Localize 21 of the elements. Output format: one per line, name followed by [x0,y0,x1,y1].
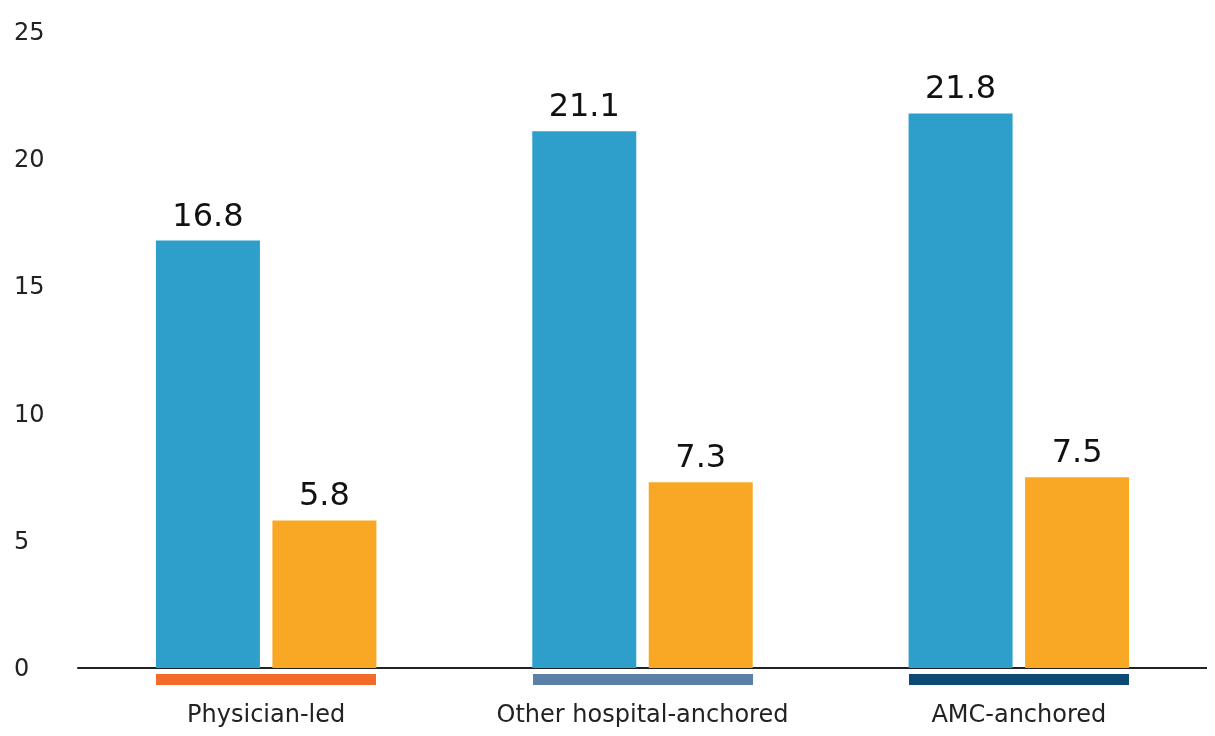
bar [532,131,637,668]
bar [908,113,1013,668]
y-tick-label: 10 [14,399,45,428]
y-tick-label: 25 [14,18,45,46]
x-tick-label: AMC-anchored [931,700,1107,728]
data-label: 5.8 [298,475,350,514]
data-label: 16.8 [172,195,244,234]
x-tick-label: Other hospital-anchored [496,700,789,728]
y-tick-label: 20 [14,145,45,174]
bar [1025,477,1130,668]
data-label: 21.1 [548,86,620,125]
bar [155,240,260,668]
y-tick-label: 15 [14,272,45,301]
data-label: 7.3 [675,437,727,476]
bar [272,520,377,668]
y-tick-label: 5 [14,526,30,555]
bar [648,482,753,668]
x-tick-label: Physician-led [187,700,346,728]
data-label: 21.8 [924,68,997,107]
data-label: 7.5 [1051,432,1103,471]
y-tick-label: 0 [14,654,30,682]
